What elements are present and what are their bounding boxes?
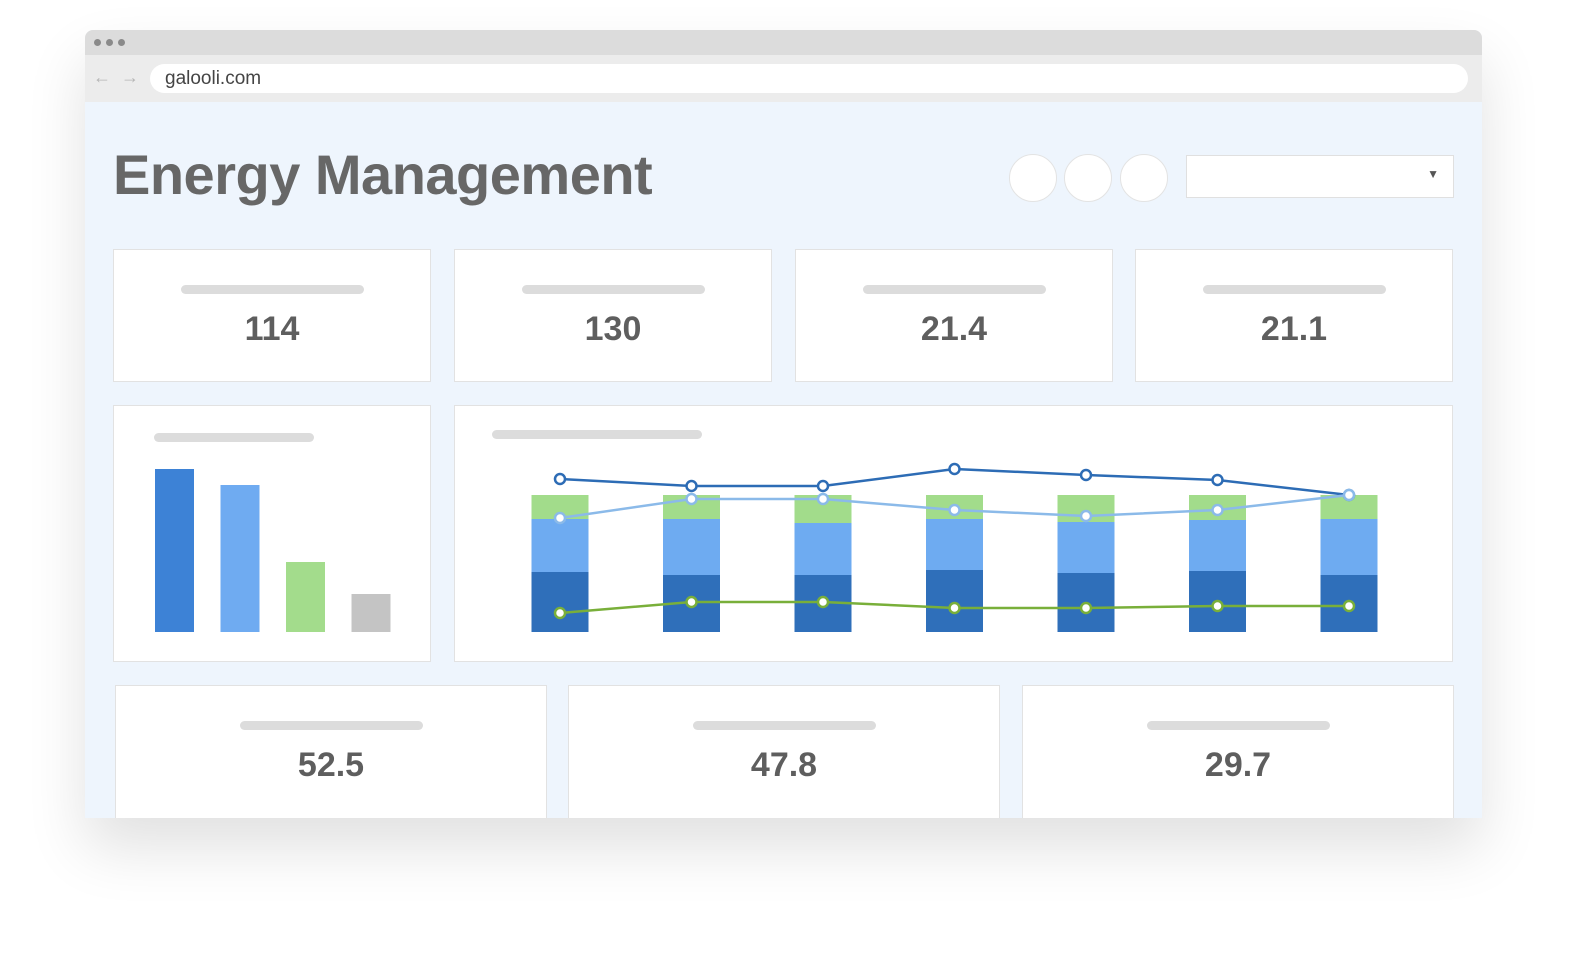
forward-button[interactable]: → xyxy=(121,67,139,87)
kpi-value: 47.8 xyxy=(750,746,818,784)
stacked-bar-segment xyxy=(926,519,983,570)
kpi-card: 114 xyxy=(113,249,431,382)
line-marker xyxy=(685,492,698,506)
back-button[interactable]: ← xyxy=(93,67,111,87)
stacked-bar-segment xyxy=(926,570,983,632)
kpi-card: 21.1 xyxy=(1135,249,1453,382)
placeholder xyxy=(181,285,364,294)
placeholder xyxy=(1147,721,1330,730)
placeholder xyxy=(863,285,1046,294)
stacked-bar-segment xyxy=(1320,519,1378,575)
placeholder xyxy=(522,285,705,294)
placeholder xyxy=(240,721,423,730)
line-marker xyxy=(685,595,698,609)
bar xyxy=(351,594,391,632)
icon-button[interactable] xyxy=(1009,154,1057,202)
kpi-value: 130 xyxy=(584,310,642,348)
nav-bar: ← → galooli.com xyxy=(85,55,1482,102)
line-marker xyxy=(685,479,698,493)
address-bar[interactable]: galooli.com xyxy=(150,64,1468,93)
placeholder xyxy=(154,433,314,442)
placeholder xyxy=(693,721,876,730)
window-dot xyxy=(118,39,125,46)
kpi-card: 52.5 xyxy=(115,685,547,818)
placeholder xyxy=(1203,285,1386,294)
line-marker xyxy=(816,492,830,506)
window-dot xyxy=(106,39,113,46)
stacked-bar-segment xyxy=(1189,520,1246,571)
icon-button[interactable] xyxy=(1120,154,1168,202)
line-marker xyxy=(816,595,830,609)
browser-window: ← → galooli.com Energy Management ▼ 114 1… xyxy=(85,30,1482,818)
icon-button[interactable] xyxy=(1064,154,1112,202)
bar xyxy=(286,562,325,632)
chart-card xyxy=(454,405,1453,662)
line-marker xyxy=(1342,488,1356,502)
line-marker xyxy=(1211,503,1224,517)
dropdown[interactable]: ▼ xyxy=(1186,155,1454,198)
stacked-bar-segment xyxy=(663,519,720,575)
line-marker xyxy=(816,479,830,493)
line-marker xyxy=(553,511,567,525)
stacked-bar-segment xyxy=(531,572,589,632)
kpi-card: 130 xyxy=(454,249,772,382)
kpi-card: 21.4 xyxy=(795,249,1113,382)
chart xyxy=(155,469,391,632)
kpi-value: 29.7 xyxy=(1204,746,1272,784)
stacked-bar-segment xyxy=(531,519,589,572)
line-marker xyxy=(1079,601,1093,615)
title-bar xyxy=(85,30,1482,55)
line-marker xyxy=(1211,473,1224,487)
line-marker xyxy=(553,472,567,486)
line-marker xyxy=(948,462,961,476)
line-marker xyxy=(1211,599,1224,613)
kpi-value: 114 xyxy=(244,310,300,348)
line-marker xyxy=(1079,509,1093,523)
line-marker xyxy=(948,601,961,615)
line-marker xyxy=(553,606,567,620)
line-marker xyxy=(1079,468,1093,482)
cards: 114 130 21.4 21.1 52.5 47.8 29.7 xyxy=(85,30,1482,818)
stacked-bar-segment xyxy=(1057,522,1115,573)
line-marker xyxy=(1342,599,1356,613)
page-title: Energy Management xyxy=(113,143,653,206)
bar xyxy=(155,469,194,632)
kpi-value: 21.1 xyxy=(1260,310,1328,348)
chart-card xyxy=(113,405,431,662)
kpi-value: 52.5 xyxy=(297,746,365,784)
placeholder xyxy=(492,430,702,439)
stacked-bar-segment xyxy=(794,523,852,575)
kpi-card: 47.8 xyxy=(568,685,1000,818)
kpi-value: 21.4 xyxy=(920,310,988,348)
window-dot xyxy=(94,39,101,46)
kpi-card: 29.7 xyxy=(1022,685,1454,818)
line-marker xyxy=(948,503,961,517)
bar xyxy=(220,485,260,632)
chart xyxy=(531,462,1378,632)
